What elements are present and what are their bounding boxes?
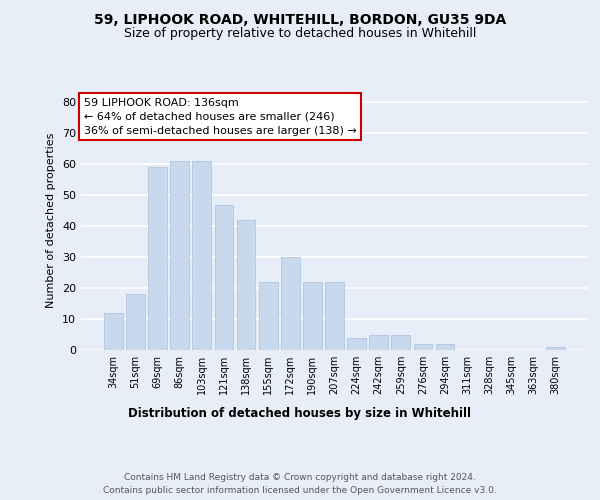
Bar bbox=[259, 282, 278, 350]
Bar bbox=[325, 282, 344, 350]
Bar bbox=[413, 344, 433, 350]
Bar bbox=[215, 204, 233, 350]
Bar bbox=[391, 334, 410, 350]
Text: Contains HM Land Registry data © Crown copyright and database right 2024.
Contai: Contains HM Land Registry data © Crown c… bbox=[103, 474, 497, 495]
Bar bbox=[281, 257, 299, 350]
Y-axis label: Number of detached properties: Number of detached properties bbox=[46, 132, 56, 308]
Text: 59, LIPHOOK ROAD, WHITEHILL, BORDON, GU35 9DA: 59, LIPHOOK ROAD, WHITEHILL, BORDON, GU3… bbox=[94, 12, 506, 26]
Text: Size of property relative to detached houses in Whitehill: Size of property relative to detached ho… bbox=[124, 28, 476, 40]
Bar bbox=[148, 168, 167, 350]
Bar bbox=[193, 161, 211, 350]
Text: Distribution of detached houses by size in Whitehill: Distribution of detached houses by size … bbox=[128, 408, 472, 420]
Text: 59 LIPHOOK ROAD: 136sqm
← 64% of detached houses are smaller (246)
36% of semi-d: 59 LIPHOOK ROAD: 136sqm ← 64% of detache… bbox=[83, 98, 356, 136]
Bar bbox=[436, 344, 454, 350]
Bar bbox=[104, 313, 123, 350]
Bar bbox=[546, 347, 565, 350]
Bar bbox=[236, 220, 256, 350]
Bar bbox=[347, 338, 366, 350]
Bar bbox=[170, 161, 189, 350]
Bar bbox=[303, 282, 322, 350]
Bar bbox=[126, 294, 145, 350]
Bar bbox=[370, 334, 388, 350]
